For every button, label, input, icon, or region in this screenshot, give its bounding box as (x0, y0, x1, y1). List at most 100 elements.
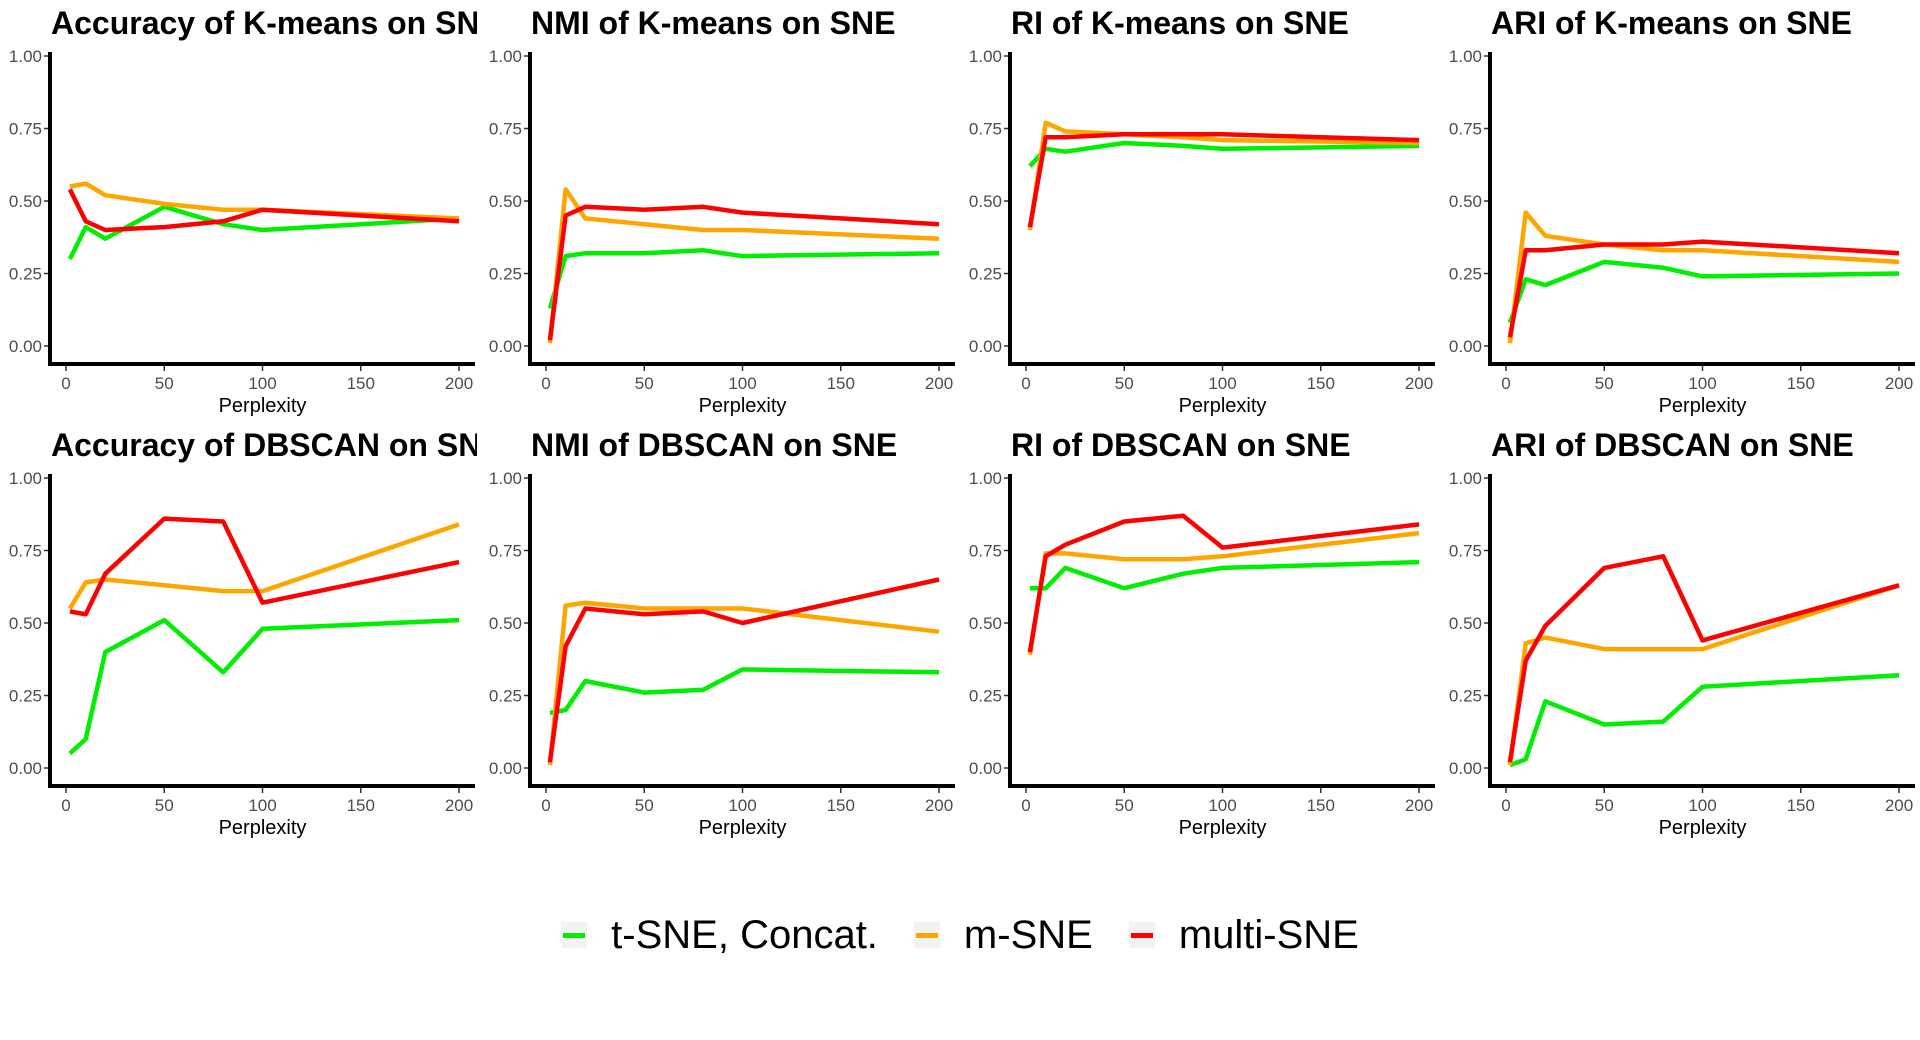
legend: t-SNE, Concat. m-SNE multi-SNE (0, 900, 1920, 970)
panel-8-xtick-label-2: 100 (1688, 796, 1716, 815)
panel-1-series-m-sne (69, 181, 460, 221)
panel-8-xtick-label-0: 0 (1501, 796, 1510, 815)
panel-8-title: ARI of DBSCAN on SNE (1491, 427, 1854, 463)
panel-1-ytick-label-4: 1.00 (9, 47, 42, 66)
panel-2: NMI of K-means on SNE 0.00 0.25 0.50 0.75 1.0… (489, 5, 955, 417)
panel-1-xtick-label-1: 50 (155, 374, 174, 393)
panel-1-title: Accuracy of K-means on SNE (51, 5, 501, 41)
panel-4-xlabel: Perplexity (1659, 395, 1747, 417)
panel-6-xlabel: Perplexity (699, 817, 787, 839)
panel-8-ytick-label-1: 0.25 (1449, 687, 1482, 706)
panel-4-series-t-sne-concat (1507, 259, 1900, 324)
panel-5-ytick-label-2: 0.50 (9, 614, 42, 633)
panel-5-series-multi-sne (69, 516, 460, 617)
panel-8-series-multi-sne (1507, 554, 1900, 763)
panel-6-ytick-label-2: 0.50 (489, 614, 522, 633)
panel-6-xtick-label-4: 200 (925, 796, 953, 815)
legend-key-tsne-concat (561, 922, 588, 948)
panel-6-ytick-label-3: 0.75 (489, 542, 522, 561)
panel-1-series-t-sne-concat (67, 204, 460, 260)
chart-grid: Accuracy of K-means on SNE 0.00 0.25 0.50 0.… (9, 5, 1915, 839)
panel-6-ytick-label-0: 0.00 (489, 759, 522, 778)
panel-7-xlabel: Perplexity (1179, 817, 1267, 839)
panel-4-ytick-label-3: 0.75 (1449, 120, 1482, 139)
panel-2-series-t-sne-concat (547, 248, 940, 309)
panel-8-ytick-label-3: 0.75 (1449, 542, 1482, 561)
panel-5-ytick-label-3: 0.75 (9, 542, 42, 561)
panel-3-ytick-label-2: 0.50 (969, 192, 1002, 211)
panel-3-xlabel: Perplexity (1179, 395, 1267, 417)
panel-7: RI of DBSCAN on SNE 0.00 0.25 0.50 0.75 1.00 0… (969, 427, 1435, 839)
panel-2-xtick-label-0: 0 (541, 374, 550, 393)
panel-2-title: NMI of K-means on SNE (531, 5, 895, 41)
panel-1: Accuracy of K-means on SNE 0.00 0.25 0.50 0.… (9, 5, 501, 417)
panel-6-xtick-label-0: 0 (541, 796, 550, 815)
panel-5-xtick-label-4: 200 (445, 796, 473, 815)
panel-1-xtick-label-2: 100 (248, 374, 276, 393)
panel-5-xlabel: Perplexity (219, 817, 307, 839)
panel-2-ytick-label-4: 1.00 (489, 47, 522, 66)
panel-5-title: Accuracy of DBSCAN on SNE (51, 427, 503, 463)
panel-8-ytick-label-4: 1.00 (1449, 469, 1482, 488)
legend-key-multi-sne (1128, 922, 1155, 948)
panel-4-ytick-label-0: 0.00 (1449, 337, 1482, 356)
panel-8-ytick-label-0: 0.00 (1449, 759, 1482, 778)
panel-5-series-t-sne-concat (68, 617, 460, 756)
panel-8-ytick-label-2: 0.50 (1449, 614, 1482, 633)
panel-4-xtick-label-0: 0 (1501, 374, 1510, 393)
panel-2-ytick-label-2: 0.50 (489, 192, 522, 211)
panel-2-ytick-label-1: 0.25 (489, 265, 522, 284)
legend-line-tsne-concat (563, 933, 586, 938)
panel-7-xtick-label-2: 100 (1208, 796, 1236, 815)
panel-6: NMI of DBSCAN on SNE 0.00 0.25 0.50 0.75 1.00… (489, 427, 955, 839)
panel-2-series-m-sne (547, 187, 940, 344)
panel-8-xtick-label-4: 200 (1885, 796, 1913, 815)
panel-3-title: RI of K-means on SNE (1011, 5, 1349, 41)
panel-6-series-m-sne (547, 600, 940, 766)
panel-5-series-m-sne (67, 522, 460, 610)
panel-7-xtick-label-1: 50 (1115, 796, 1134, 815)
panel-2-xtick-label-3: 150 (827, 374, 855, 393)
panel-6-series-multi-sne (547, 577, 940, 763)
panel-7-title: RI of DBSCAN on SNE (1011, 427, 1351, 463)
panel-1-ytick-label-3: 0.75 (9, 120, 42, 139)
panel-1-ytick-label-2: 0.50 (9, 192, 42, 211)
panel-1-xtick-label-3: 150 (347, 374, 375, 393)
panel-3-series-multi-sne (1027, 132, 1420, 228)
panel-4: ARI of K-means on SNE 0.00 0.25 0.50 0.75 1.0… (1449, 5, 1915, 417)
panel-5: Accuracy of DBSCAN on SNE 0.00 0.25 0.50 0.7… (9, 427, 503, 839)
panel-7-series-t-sne-concat (1029, 559, 1420, 591)
panel-4-xtick-label-4: 200 (1885, 374, 1913, 393)
panel-2-xtick-label-2: 100 (728, 374, 756, 393)
panel-2-series-multi-sne (547, 204, 940, 341)
panel-4-xtick-label-1: 50 (1595, 374, 1614, 393)
panel-8-series-t-sne-concat (1509, 672, 1900, 768)
legend-label-multi-sne: multi-SNE (1178, 912, 1359, 957)
panel-6-xtick-label-3: 150 (827, 796, 855, 815)
legend-label-tsne-concat: t-SNE, Concat. (611, 912, 878, 957)
panel-4-ytick-label-1: 0.25 (1449, 265, 1482, 284)
panel-3-series-t-sne-concat (1028, 140, 1420, 168)
legend-line-multi-sne (1130, 933, 1153, 938)
panel-3-ytick-label-4: 1.00 (969, 47, 1002, 66)
panel-7-ytick-label-0: 0.00 (969, 759, 1002, 778)
panel-5-xtick-label-3: 150 (347, 796, 375, 815)
panel-2-ytick-label-3: 0.75 (489, 120, 522, 139)
panel-7-xtick-label-0: 0 (1021, 796, 1030, 815)
panel-6-ytick-label-1: 0.25 (489, 687, 522, 706)
panel-7-ytick-label-3: 0.75 (969, 542, 1002, 561)
panel-3-ytick-label-0: 0.00 (969, 337, 1002, 356)
panel-8-xtick-label-1: 50 (1595, 796, 1614, 815)
panel-3-xtick-label-2: 100 (1208, 374, 1236, 393)
panel-7-ytick-label-2: 0.50 (969, 614, 1002, 633)
panel-4-title: ARI of K-means on SNE (1491, 5, 1852, 41)
panel-3: RI of K-means on SNE 0.00 0.25 0.50 0.75 1.00… (969, 5, 1435, 417)
panel-7-xtick-label-3: 150 (1307, 796, 1335, 815)
panel-5-ytick-label-0: 0.00 (9, 759, 42, 778)
panel-4-xtick-label-3: 150 (1787, 374, 1815, 393)
panel-2-xtick-label-1: 50 (635, 374, 654, 393)
panel-6-ytick-label-4: 1.00 (489, 469, 522, 488)
panel-2-ytick-label-0: 0.00 (489, 337, 522, 356)
panel-8: ARI of DBSCAN on SNE 0.00 0.25 0.50 0.75 1.00… (1449, 427, 1915, 839)
panel-3-xtick-label-0: 0 (1021, 374, 1030, 393)
